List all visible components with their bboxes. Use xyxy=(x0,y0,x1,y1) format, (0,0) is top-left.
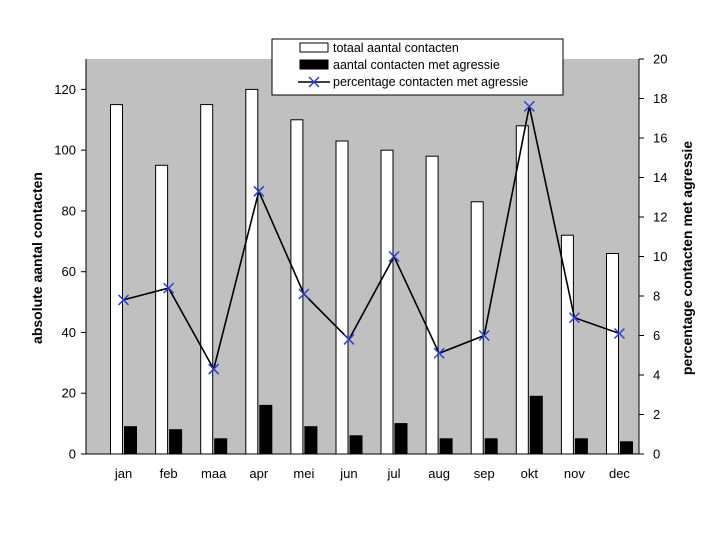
right-tick-label: 8 xyxy=(653,289,660,304)
x-tick-label-sep: sep xyxy=(474,466,495,481)
percentage-marker-apr xyxy=(253,185,265,197)
bar-aggression-feb xyxy=(169,429,183,455)
bar-aggression-okt xyxy=(529,395,543,455)
bar-aggression-mei xyxy=(304,426,318,455)
left-axis-title: absolute aantal contacten xyxy=(29,172,45,344)
right-y-ticks: 0 2 4 6 8 10 12 14 16 18 20 xyxy=(639,52,667,462)
bar-total-jul xyxy=(380,149,394,455)
bar-aggression-dec xyxy=(620,441,633,455)
percentage-marker-jun xyxy=(343,333,355,345)
x-tick-label-jan: jan xyxy=(114,466,132,481)
left-tick-label: 20 xyxy=(62,386,76,401)
bar-total-jun xyxy=(335,140,349,455)
right-tick-label: 20 xyxy=(653,52,667,67)
bar-aggression-apr xyxy=(259,404,273,455)
right-tick-label: 10 xyxy=(653,249,667,264)
left-tick-label: 120 xyxy=(54,82,76,97)
left-tick-label: 80 xyxy=(62,203,76,218)
percentage-marker-okt xyxy=(523,100,535,112)
bar-aggression-maa xyxy=(214,438,228,455)
right-tick-label: 4 xyxy=(653,368,660,383)
right-tick-label: 6 xyxy=(653,328,660,343)
percentage-marker-nov xyxy=(568,312,580,324)
percentage-line xyxy=(123,106,620,372)
percentage-marker-maa xyxy=(208,363,220,375)
line-layer xyxy=(118,100,625,375)
left-tick-label: 100 xyxy=(54,143,76,158)
bar-total-dec xyxy=(606,253,619,455)
legend-swatch-aggression xyxy=(299,59,329,70)
bar-total-sep xyxy=(470,201,484,455)
bar-total-jan xyxy=(110,104,123,455)
percentage-marker-jan xyxy=(118,294,130,306)
percentage-marker-aug xyxy=(433,347,445,359)
bar-aggression-jul xyxy=(394,423,408,455)
x-tick-label-maa: maa xyxy=(201,466,227,481)
right-tick-label: 18 xyxy=(653,91,667,106)
bar-total-okt xyxy=(515,125,529,455)
x-tick-label-jun: jun xyxy=(339,466,357,481)
right-axis-title: percentage contacten met agressie xyxy=(679,141,695,375)
legend-swatch-total xyxy=(299,42,329,53)
bar-aggression-aug xyxy=(439,438,453,455)
bar-total-apr xyxy=(245,88,259,455)
x-tick-label-feb: feb xyxy=(160,466,178,481)
right-tick-label: 0 xyxy=(653,447,660,462)
right-tick-label: 16 xyxy=(653,131,667,146)
right-tick-label: 2 xyxy=(653,407,660,422)
bar-total-maa xyxy=(200,104,214,455)
x-tick-label-nov: nov xyxy=(564,466,585,481)
left-tick-label: 60 xyxy=(62,264,76,279)
bar-total-feb xyxy=(155,164,169,455)
bar-total-aug xyxy=(425,155,439,455)
legend-label-total: totaal aantal contacten xyxy=(333,41,459,55)
left-y-ticks: 0 20 40 60 80 100 120 xyxy=(54,82,86,462)
right-tick-label: 14 xyxy=(653,170,667,185)
x-tick-label-jul: jul xyxy=(387,466,401,481)
x-tick-label-aug: aug xyxy=(428,466,450,481)
x-tick-label-okt: okt xyxy=(521,466,539,481)
bar-aggression-jun xyxy=(349,435,363,455)
plot-background xyxy=(86,59,639,454)
bar-aggression-nov xyxy=(574,438,588,455)
x-tick-label-apr: apr xyxy=(249,466,268,481)
bar-aggression-jan xyxy=(124,426,137,455)
left-tick-label: 0 xyxy=(69,447,76,462)
legend: totaal aantal contacten aantal contacten… xyxy=(271,38,564,96)
bar-aggression-sep xyxy=(484,438,498,455)
percentage-marker-sep xyxy=(478,329,490,342)
percentage-marker-mei xyxy=(298,288,310,300)
right-tick-label: 12 xyxy=(653,210,667,225)
percentage-marker-jul xyxy=(388,250,400,263)
legend-marker-percentage xyxy=(308,76,320,88)
legend-label-aggression: aantal contacten met agressie xyxy=(333,58,500,72)
legend-label-percentage: percentage contacten met agressie xyxy=(333,75,528,89)
bars-layer xyxy=(110,88,633,455)
x-tick-label-mei: mei xyxy=(293,466,314,481)
percentage-marker-feb xyxy=(163,282,175,294)
percentage-marker-dec xyxy=(613,327,625,340)
x-tick-label-dec: dec xyxy=(609,466,630,481)
x-ticks: jan feb maa apr mei jun jul aug sep okt nov dec xyxy=(114,466,631,481)
left-tick-label: 40 xyxy=(62,325,76,340)
